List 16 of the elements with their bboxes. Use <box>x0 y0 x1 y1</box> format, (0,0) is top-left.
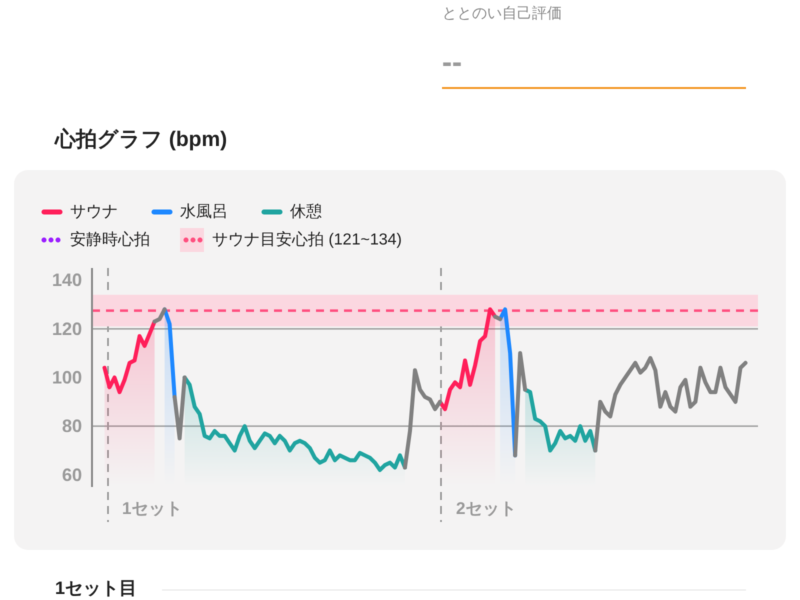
annotation: 2セット <box>456 499 516 518</box>
legend-label: サウナ目安心拍 (121~134) <box>212 230 402 248</box>
y-tick-label: 120 <box>52 318 82 339</box>
legend-label: 安静時心拍 <box>70 230 150 248</box>
annotation: 1セット <box>122 499 182 518</box>
legend-label: 休憩 <box>290 202 322 220</box>
y-tick-label: 100 <box>52 368 82 388</box>
y-tick-label: 140 <box>52 270 82 290</box>
y-tick-label: 60 <box>62 464 82 485</box>
legend-label: 水風呂 <box>180 202 228 220</box>
legend-label: サウナ <box>70 204 118 220</box>
annotation: ととのい自己評価 <box>442 5 562 22</box>
y-tick-label: 80 <box>62 416 82 436</box>
annotation: 1セット目 <box>55 578 138 598</box>
chart-title: 心拍グラフ (bpm) <box>54 127 228 151</box>
annotation: -- <box>442 46 462 79</box>
